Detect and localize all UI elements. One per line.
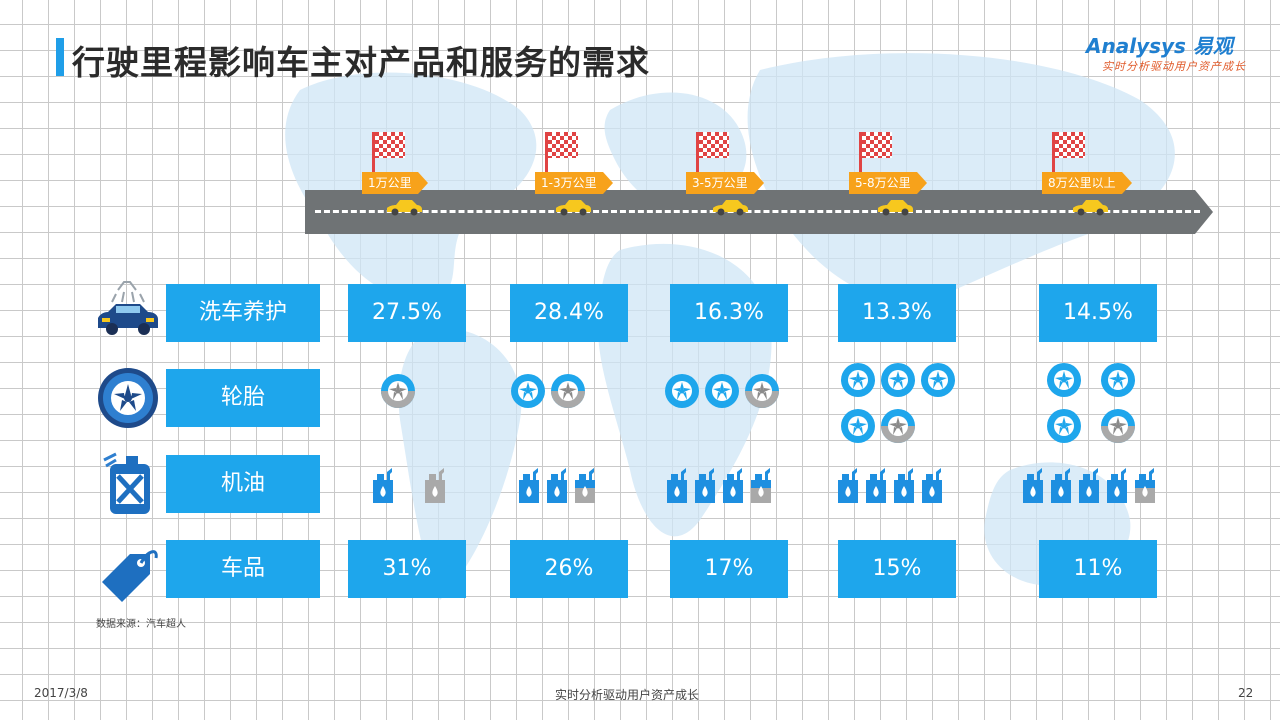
flag-pole xyxy=(859,132,862,176)
stage-label: 3-5万公里 xyxy=(686,172,764,194)
oil-level-group xyxy=(516,464,616,508)
tire-half-icon xyxy=(381,374,415,408)
tire-icon xyxy=(841,409,875,443)
data-source-note: 数据来源：汽车超人 xyxy=(96,619,186,630)
oil-bottle-half-icon xyxy=(751,468,771,503)
wash-value: 16.3% xyxy=(670,284,788,342)
goods-value: 26% xyxy=(510,540,628,598)
tire-half-icon xyxy=(1101,409,1135,443)
analysys-logo: Analysys 易观 实时分析驱动用户资产成长 xyxy=(1086,30,1256,78)
goods-value: 17% xyxy=(670,540,788,598)
tire-icon xyxy=(511,374,545,408)
oil-level-group xyxy=(835,464,965,508)
tire-icon xyxy=(841,363,875,397)
oil-level-group xyxy=(664,464,794,508)
tire-category-icon xyxy=(98,368,158,428)
tire-level-group xyxy=(510,373,620,463)
tire-half-icon xyxy=(745,374,779,408)
oil-level-group xyxy=(1020,464,1180,508)
category-oil-label: 机油 xyxy=(166,455,320,513)
oil-bottle-icon xyxy=(866,468,886,503)
tire-level-group xyxy=(664,373,804,463)
tire-icon xyxy=(881,363,915,397)
stage-5: 8万公里以上 xyxy=(1042,128,1182,218)
tire-icon xyxy=(1047,363,1081,397)
goods-value: 31% xyxy=(348,540,466,598)
checkered-flag-icon xyxy=(862,132,892,158)
goods-value: 11% xyxy=(1039,540,1157,598)
wash-value: 28.4% xyxy=(510,284,628,342)
checkered-flag-icon xyxy=(375,132,405,158)
page-number: 22 xyxy=(1238,686,1254,700)
tire-icon xyxy=(1047,409,1081,443)
checkered-flag-icon xyxy=(548,132,578,158)
oil-bottle-icon xyxy=(1079,468,1099,503)
oil-bottle-icon xyxy=(838,468,858,503)
tire-half-icon xyxy=(881,409,915,443)
oil-bottle-half-icon xyxy=(1135,468,1155,503)
logo-main-text: Analysys 易观 xyxy=(1086,34,1233,58)
tire-level-group xyxy=(380,373,460,463)
oil-bottle-icon xyxy=(723,468,743,503)
footer-slogan: 实时分析驱动用户资产成长 xyxy=(555,688,700,702)
oil-bottle-icon xyxy=(373,468,393,503)
page-title: 行驶里程影响车主对产品和服务的需求 xyxy=(72,43,650,82)
oil-level-group xyxy=(370,464,460,508)
oil-can-icon xyxy=(103,452,150,514)
flag-pole xyxy=(372,132,375,176)
stage-label: 1万公里 xyxy=(362,172,428,194)
oil-bottle-icon xyxy=(519,468,539,503)
oil-bottle-icon xyxy=(894,468,914,503)
footer-date: 2017/3/8 xyxy=(34,686,88,700)
tire-icon xyxy=(1101,363,1135,397)
road-arrow-head xyxy=(1195,190,1213,234)
oil-bottle-icon xyxy=(667,468,687,503)
logo-slogan: 实时分析驱动用户资产成长 xyxy=(1102,60,1246,73)
car-icon xyxy=(1073,200,1108,216)
car-wash-icon xyxy=(98,281,158,335)
wash-value: 13.3% xyxy=(838,284,956,342)
flag-pole xyxy=(696,132,699,176)
stage-2: 1-3万公里 xyxy=(535,128,675,218)
tire-level-group xyxy=(1046,362,1156,452)
category-tire-label: 轮胎 xyxy=(166,369,320,427)
oil-bottle-icon xyxy=(1107,468,1127,503)
tire-icon xyxy=(705,374,739,408)
category-wash-label: 洗车养护 xyxy=(166,284,320,342)
checkered-flag-icon xyxy=(1055,132,1085,158)
wash-value: 14.5% xyxy=(1039,284,1157,342)
wash-value: 27.5% xyxy=(348,284,466,342)
stage-label: 5-8万公里 xyxy=(849,172,927,194)
stage-1: 1万公里 xyxy=(362,128,502,218)
flag-pole xyxy=(1052,132,1055,176)
category-goods-label: 车品 xyxy=(166,540,320,598)
stage-label: 1-3万公里 xyxy=(535,172,613,194)
tire-icon xyxy=(921,363,955,397)
title-accent-bar xyxy=(56,38,64,76)
oil-bottle-icon xyxy=(695,468,715,503)
car-icon xyxy=(878,200,913,216)
stage-label: 8万公里以上 xyxy=(1042,172,1132,194)
goods-value: 15% xyxy=(838,540,956,598)
oil-bottle-empty-icon xyxy=(425,468,445,503)
stage-3: 3-5万公里 xyxy=(686,128,826,218)
car-icon xyxy=(556,200,591,216)
oil-bottle-icon xyxy=(922,468,942,503)
checkered-flag-icon xyxy=(699,132,729,158)
oil-bottle-icon xyxy=(1051,468,1071,503)
oil-bottle-icon xyxy=(1023,468,1043,503)
flag-pole xyxy=(545,132,548,176)
price-tag-icon xyxy=(102,550,158,602)
tire-level-group xyxy=(840,362,980,452)
oil-bottle-icon xyxy=(547,468,567,503)
road-center-line xyxy=(315,210,1200,213)
oil-bottle-half-icon xyxy=(575,468,595,503)
car-icon xyxy=(713,200,748,216)
car-icon xyxy=(387,200,422,216)
stage-4: 5-8万公里 xyxy=(849,128,989,218)
tire-half-icon xyxy=(551,374,585,408)
tire-icon xyxy=(665,374,699,408)
